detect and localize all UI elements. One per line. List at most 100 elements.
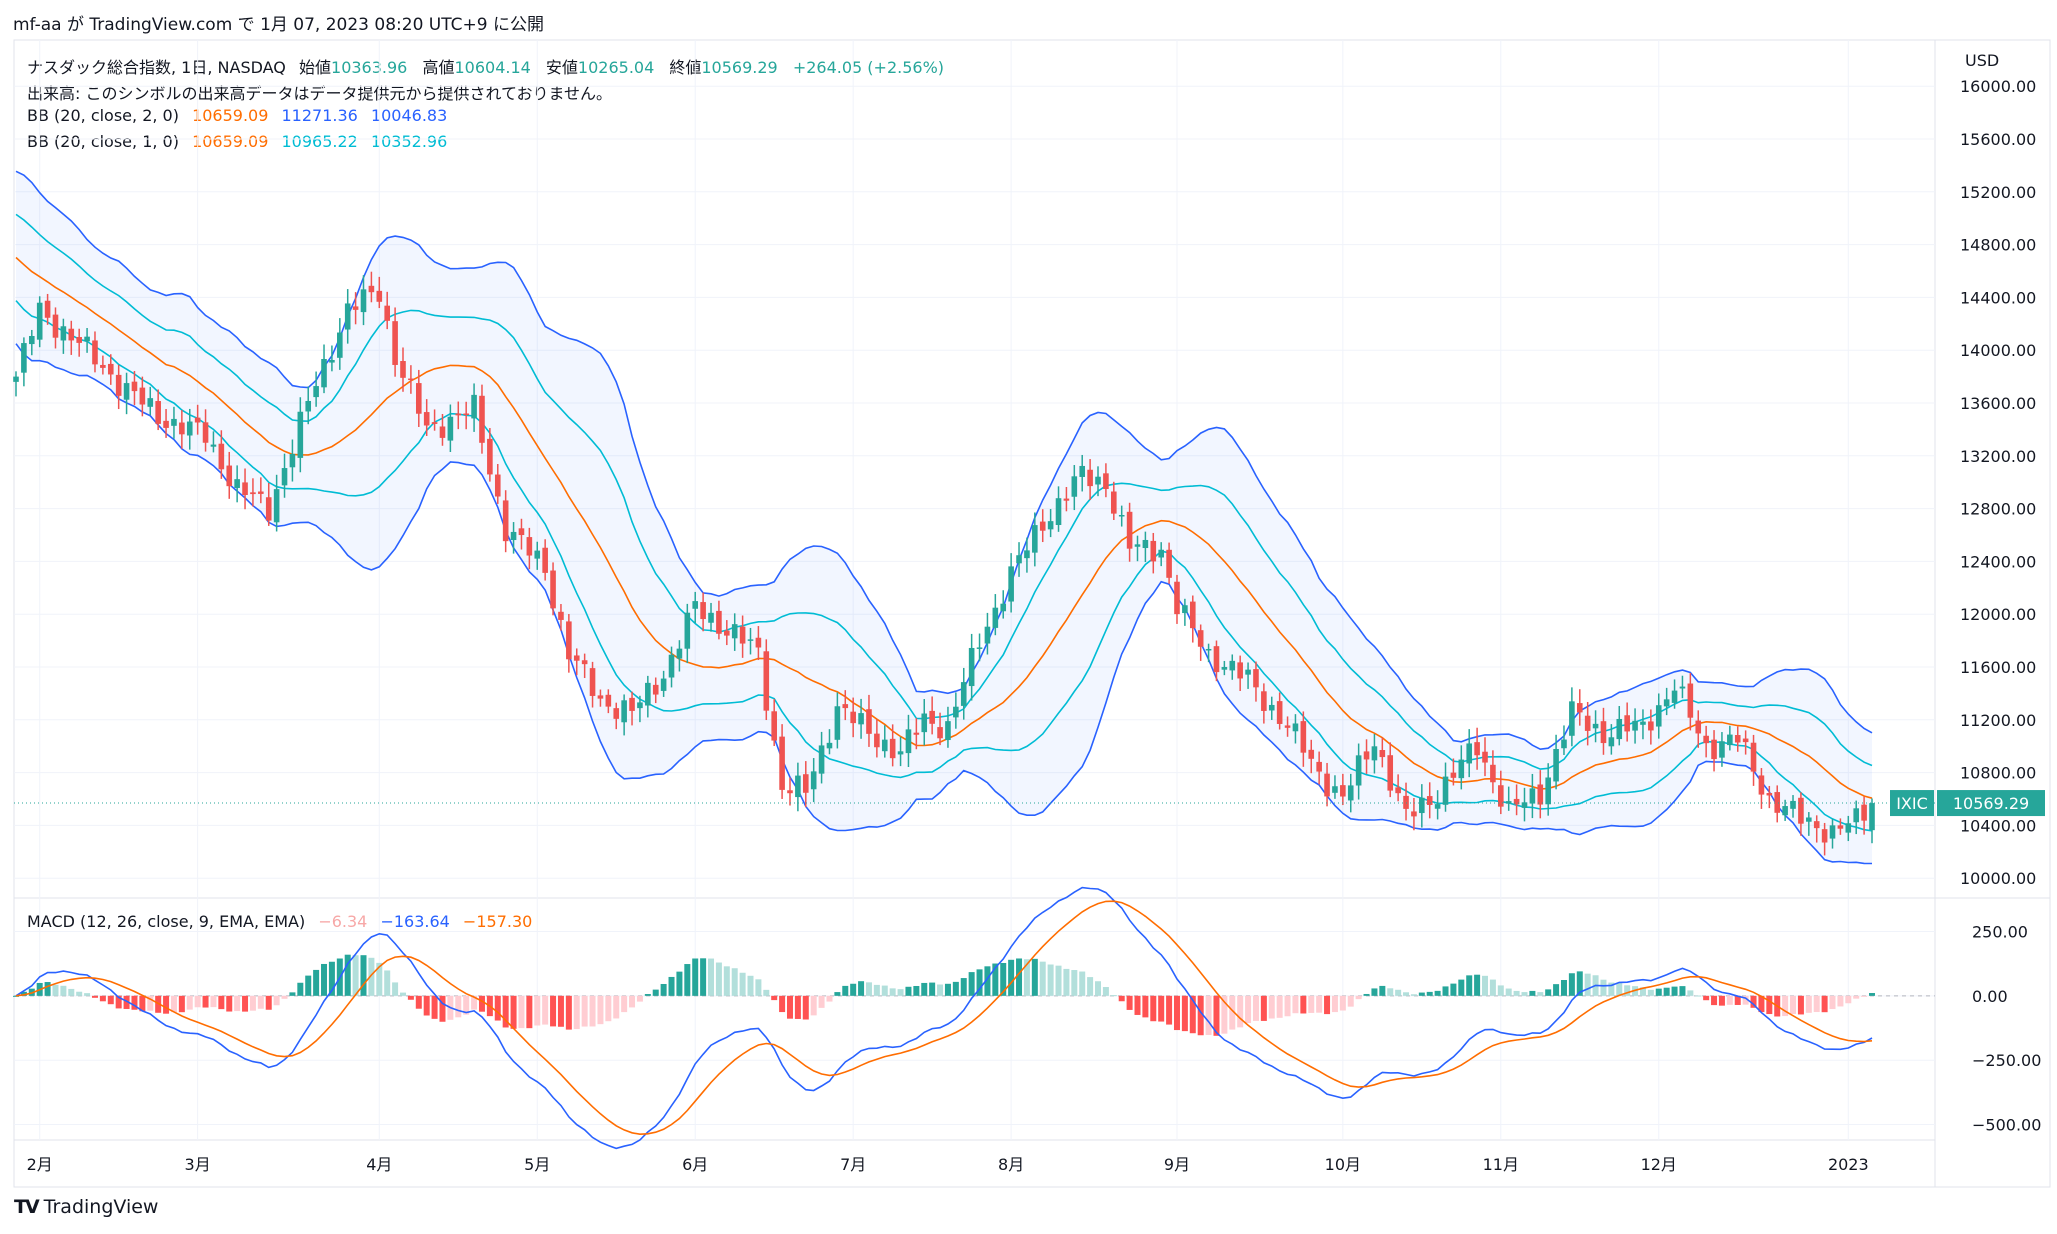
macd-histogram-bar <box>818 995 825 1008</box>
macd-histogram-bar <box>1166 995 1173 1025</box>
candle-body <box>1845 823 1852 833</box>
macd-histogram-bar <box>1079 971 1086 996</box>
candles <box>13 271 1875 856</box>
candle-body <box>76 337 82 343</box>
candle-body <box>858 713 864 725</box>
candle-body <box>1600 721 1607 744</box>
candle-body <box>795 775 801 798</box>
price-tick-label: 10800.00 <box>1960 764 2036 783</box>
candle-body <box>589 668 596 696</box>
macd-histogram-bar <box>281 995 288 999</box>
high-label: 高値 <box>422 58 455 77</box>
macd-histogram-bar <box>1434 990 1441 996</box>
macd-histogram-bar <box>692 958 699 996</box>
bb-basis-line <box>15 256 1873 799</box>
bollinger-bands <box>15 170 1873 865</box>
candle-body <box>1687 683 1694 718</box>
macd-histogram-bar <box>1553 984 1560 996</box>
macd-histogram-bar <box>226 995 233 1012</box>
candle-body <box>250 492 256 495</box>
macd-histogram-bar <box>1426 991 1433 996</box>
candle-body <box>1103 473 1109 490</box>
macd-histogram-bar <box>131 995 138 1010</box>
macd-histogram-bar <box>202 995 209 1008</box>
macd-histogram-bar <box>328 961 335 996</box>
candle-body <box>534 550 541 559</box>
candle-body <box>471 394 477 419</box>
candle-body <box>1205 648 1212 651</box>
candle-body <box>1126 511 1133 549</box>
candle-body <box>1395 787 1401 794</box>
candle-body <box>779 736 785 790</box>
price-tick-label: 15600.00 <box>1960 130 2036 149</box>
macd-histogram-bar <box>905 986 912 996</box>
macd-histogram-bar <box>178 995 185 1013</box>
macd-histogram-bar <box>1671 986 1678 996</box>
close-value: 10569.29 <box>701 58 778 77</box>
time-tick-label: 8月 <box>998 1155 1024 1174</box>
macd-histogram-bar <box>700 958 707 996</box>
candle-body <box>123 383 130 400</box>
candle-body <box>1648 721 1654 731</box>
macd-histogram-bar <box>1458 979 1465 996</box>
macd-histogram-bar <box>218 995 225 1010</box>
price-tick-label: 14000.00 <box>1960 341 2036 360</box>
macd-histogram-bar <box>1095 981 1102 996</box>
candle-body <box>1039 521 1046 531</box>
candle-body <box>1197 630 1204 647</box>
footer-brand[interactable]: TV TradingView <box>14 1196 158 1218</box>
macd-histogram-bar <box>20 991 27 996</box>
macd-histogram-bar <box>1750 995 1757 1008</box>
candle-body <box>1766 793 1773 796</box>
candle-body <box>1442 776 1449 805</box>
candle-body <box>147 398 154 407</box>
macd-histogram-bar <box>542 995 549 1025</box>
macd-histogram-bar <box>1545 989 1552 996</box>
macd-histogram-bar <box>534 995 541 1026</box>
macd-histogram-bar <box>107 995 114 1005</box>
bb-fill <box>16 171 1872 864</box>
candle-body <box>850 711 856 724</box>
macd-histogram-bar <box>384 970 391 996</box>
candle-body <box>431 422 438 424</box>
macd-histogram-bar <box>794 995 801 1019</box>
macd-histogram-bar <box>1418 992 1425 996</box>
macd-histogram-bar <box>708 958 715 996</box>
candle-body <box>597 695 604 699</box>
bb1-upper: 10965.22 <box>281 132 358 151</box>
macd-tick-label: −250.00 <box>1972 1051 2041 1070</box>
candle-body <box>337 332 343 358</box>
candle-body <box>968 647 975 687</box>
macd-histogram-bar <box>676 971 683 996</box>
macd-histogram-bar <box>1521 992 1528 996</box>
candle-body <box>1727 734 1733 746</box>
macd-histogram-bar <box>621 995 628 1013</box>
macd-histogram-bar <box>1537 992 1544 996</box>
candle-body <box>68 328 75 341</box>
price-tick-label: 16000.00 <box>1960 77 2036 96</box>
macd-histogram-bar <box>1221 995 1228 1034</box>
macd-histogram-bar <box>1229 995 1236 1030</box>
low-label: 安値 <box>545 58 578 77</box>
macd-histogram-bar <box>1639 987 1646 996</box>
price-tick-label: 14800.00 <box>1960 236 2036 255</box>
macd-histogram-bar <box>1616 982 1623 996</box>
macd-histogram-bar <box>415 995 422 1009</box>
time-tick-label: 4月 <box>366 1155 392 1174</box>
candle-body <box>881 739 888 752</box>
bb1-label: BB (20, close, 1, 0) <box>27 132 179 151</box>
candle-body <box>100 364 106 368</box>
candle-body <box>976 647 983 649</box>
macd-histogram-bar <box>455 995 462 1018</box>
candle-body <box>1308 749 1315 759</box>
candle-body <box>716 610 722 634</box>
candle-body <box>1182 605 1188 614</box>
macd-histogram-bar <box>194 995 201 1008</box>
macd-histogram-bar <box>1284 995 1291 1017</box>
macd-histogram-bar <box>1608 982 1615 996</box>
macd-histogram-bar <box>1647 989 1654 996</box>
macd-histogram-bar <box>668 976 675 996</box>
price-tick-label: 10000.00 <box>1960 869 2036 888</box>
candle-body <box>692 601 699 609</box>
